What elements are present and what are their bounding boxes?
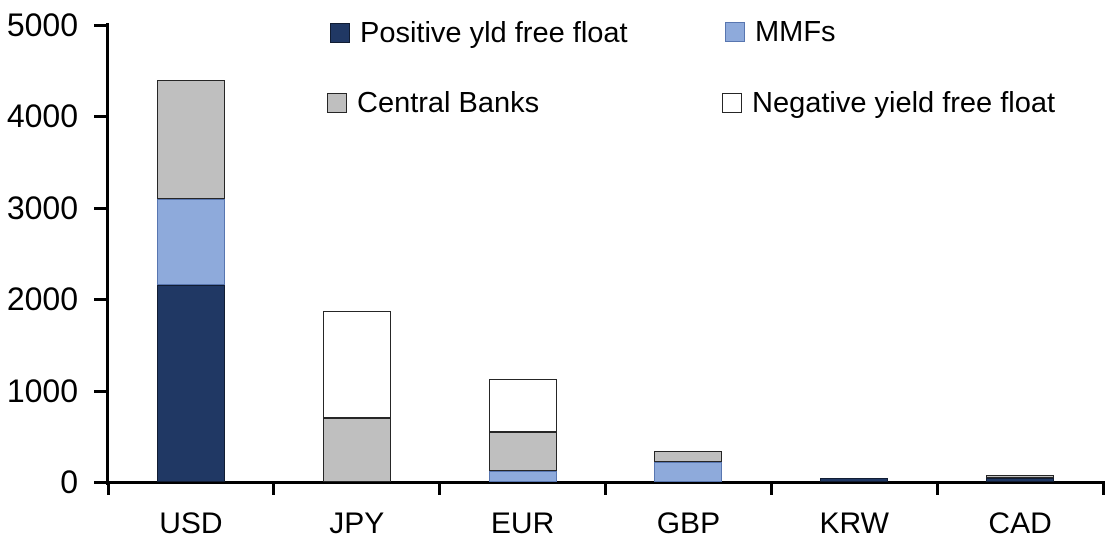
x-axis-tick (769, 481, 773, 495)
bar-segment-central-banks (322, 418, 391, 482)
bar-segment-central-banks (654, 450, 723, 462)
legend-swatch-icon (330, 23, 350, 43)
x-axis-tick (604, 481, 607, 495)
bar-segment-positive-yld-free-float (820, 477, 889, 482)
y-tick-label: 4000 (6, 98, 78, 135)
legend-label: MMFs (755, 16, 836, 48)
legend-item: Negative yield free float (722, 86, 1055, 120)
y-axis (106, 23, 109, 485)
x-category-label: JPY (329, 507, 385, 540)
legend-swatch-icon (327, 93, 347, 113)
y-tick-label: 2000 (6, 281, 78, 318)
y-axis-tick (94, 206, 106, 210)
bar-segment-central-banks (488, 431, 557, 472)
bar-segment-mmfs (654, 461, 723, 482)
bar-segment-mmfs (156, 198, 225, 286)
legend-item: MMFs (725, 15, 836, 49)
legend-item: Positive yld free float (330, 16, 628, 50)
y-axis-tick (94, 298, 106, 302)
y-tick-label: 5000 (6, 7, 78, 43)
bar-segment-negative-yield-free-float (488, 378, 557, 432)
bar-segment-mmfs (488, 471, 557, 482)
legend-label: Central Banks (357, 87, 540, 119)
x-category-label: EUR (490, 507, 555, 540)
x-category-label: USD (159, 507, 223, 540)
x-category-label: CAD (988, 507, 1052, 540)
legend-swatch-icon (725, 22, 745, 42)
legend-swatch-icon (722, 93, 742, 113)
x-axis (94, 481, 1103, 484)
bar-segment-central-banks (986, 475, 1055, 479)
x-axis-tick (272, 481, 276, 495)
x-category-label: GBP (656, 507, 721, 540)
x-category-label: KRW (819, 507, 889, 540)
y-axis-tick (94, 115, 106, 119)
y-tick-label: 3000 (6, 189, 78, 226)
y-axis-tick (94, 24, 106, 27)
x-axis-tick (935, 481, 939, 495)
x-axis-tick (106, 481, 110, 495)
bar-segment-central-banks (156, 79, 225, 199)
legend-label: Negative yield free float (752, 87, 1056, 119)
x-axis-tick (438, 481, 442, 495)
legend-label: Positive yld free float (360, 17, 628, 49)
bar-segment-positive-yld-free-float (156, 285, 225, 482)
bar-segment-positive-yld-free-float (986, 478, 1055, 482)
bar-segment-negative-yield-free-float (322, 311, 391, 419)
y-tick-label: 1000 (6, 372, 78, 409)
x-axis-tick (1101, 481, 1105, 495)
y-axis-tick (94, 389, 106, 393)
y-tick-label: 0 (60, 464, 78, 500)
legend-item: Central Banks (327, 86, 539, 120)
